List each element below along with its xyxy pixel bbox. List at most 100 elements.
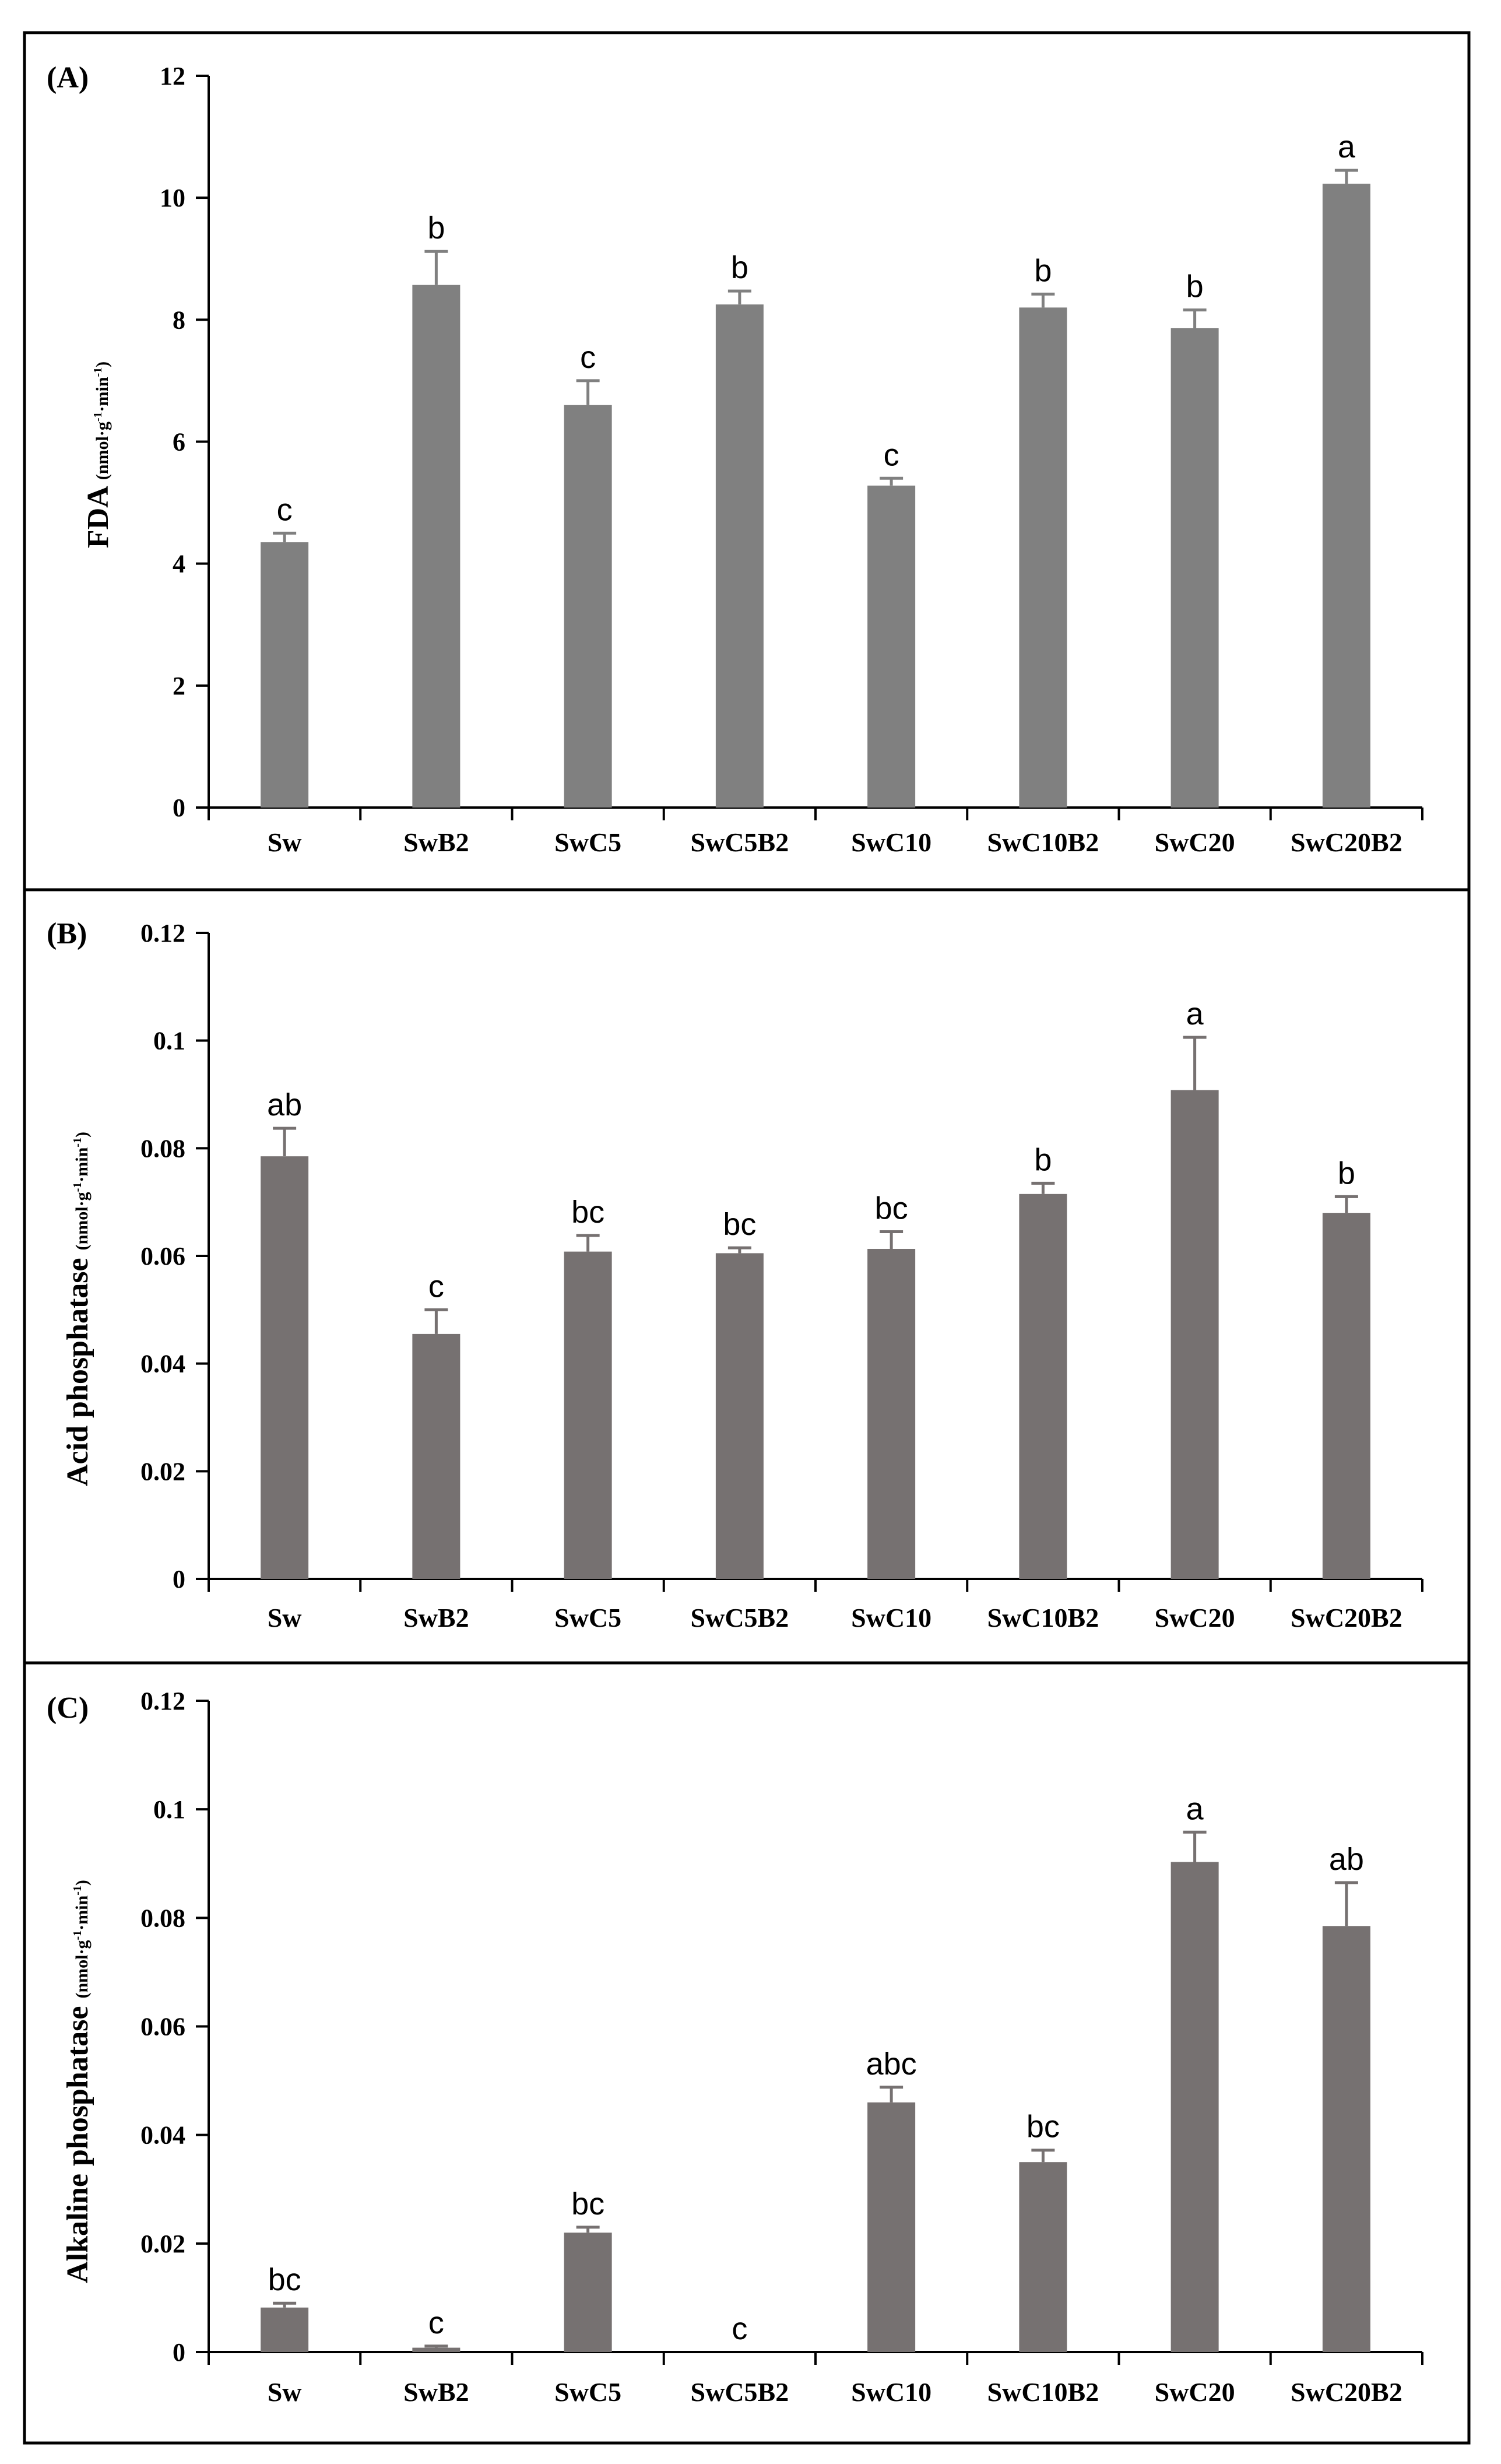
significance-label: bc (268, 2262, 301, 2297)
panel-c: (C) Alkaline phosphatase (nmol·g-1·min-1… (23, 1661, 1471, 2445)
x-tick-label: SwB2 (403, 1603, 469, 1633)
x-tick-label: Sw (268, 827, 302, 857)
x-tick-label: SwC10 (851, 827, 931, 857)
y-tick-label: 0.08 (140, 1904, 185, 1932)
panel-b: (B) Acid phosphatase (nmol·g-1·min-1) 0 0… (23, 888, 1471, 1665)
y-axis-title-main: FDA (82, 486, 115, 548)
y-tick-label: 0.02 (140, 2230, 185, 2258)
x-tick-label: SwC5 (554, 827, 621, 857)
bar-SwC5B2 (715, 304, 764, 808)
y-tick-label: 0 (173, 794, 185, 822)
y-axis-title: Alkaline phosphatase (nmol·g-1·min-1) (61, 1880, 94, 2283)
y-tick-label: 0 (173, 2338, 185, 2367)
panel-letter: (A) (47, 61, 89, 94)
significance-label: ab (1329, 1842, 1364, 1877)
bar-SwC5 (564, 1251, 612, 1579)
bar-SwC5 (564, 2233, 612, 2352)
x-tick-label: SwC10 (851, 2377, 931, 2407)
y-axis-title: Acid phosphatase (nmol·g-1·min-1) (61, 1132, 94, 1486)
panel-letter: (C) (47, 1691, 89, 1725)
x-tick-label: SwC5B2 (691, 2377, 789, 2407)
significance-label: a (1338, 129, 1356, 164)
x-tick-label: SwC10B2 (987, 827, 1099, 857)
x-tick-label: SwC5 (554, 1603, 621, 1633)
x-tick-label: SwC5B2 (691, 827, 789, 857)
y-tick-label: 0.04 (140, 1350, 185, 1378)
significance-label: b (1186, 269, 1204, 304)
significance-label: b (731, 250, 748, 285)
bar-SwC10 (867, 1248, 916, 1579)
significance-label: c (580, 340, 596, 375)
y-tick-label: 8 (173, 306, 185, 334)
y-tick-label: 0.1 (153, 1795, 185, 1824)
x-tick-label: SwC5B2 (691, 1603, 789, 1633)
x-tick-label: SwC20B2 (1291, 1603, 1402, 1633)
x-tick-label: SwB2 (403, 827, 469, 857)
bar-SwC20 (1170, 1862, 1219, 2352)
bar-Sw (261, 2307, 309, 2352)
bar-SwC10B2 (1019, 2162, 1067, 2352)
x-tick-label: Sw (268, 1603, 302, 1633)
bar-SwC20 (1170, 328, 1219, 808)
x-tick-label: SwC20 (1155, 1603, 1235, 1633)
bar-SwC10B2 (1019, 1194, 1067, 1579)
x-tick-label: SwC10B2 (987, 2377, 1099, 2407)
y-tick-label: 12 (160, 62, 185, 90)
y-tick-label: 2 (173, 672, 185, 700)
panel-letter: (B) (47, 917, 87, 950)
significance-label: b (1034, 253, 1052, 288)
bar-SwC20B2 (1322, 184, 1370, 808)
significance-label: bc (1027, 2110, 1060, 2144)
x-tick-label: SwC5 (554, 2377, 621, 2407)
bar-SwC10B2 (1019, 307, 1067, 808)
significance-label: b (1034, 1142, 1052, 1177)
x-tick-label: SwC20B2 (1291, 2377, 1402, 2407)
bar-Sw (261, 542, 309, 808)
significance-label: c (428, 2305, 444, 2340)
y-tick-label: 0.1 (153, 1027, 185, 1055)
significance-label: a (1186, 1791, 1204, 1826)
x-tick-label: SwB2 (403, 2377, 469, 2407)
significance-label: c (428, 1269, 444, 1304)
y-tick-label: 0 (173, 1565, 185, 1593)
bar-SwB2 (412, 1333, 461, 1579)
y-tick-label: 0.06 (140, 1242, 185, 1270)
y-tick-label: 0.08 (140, 1134, 185, 1163)
y-tick-label: 10 (160, 184, 185, 212)
y-axis-title-main: Acid phosphatase (61, 1258, 94, 1486)
bar-SwB2 (412, 285, 461, 808)
significance-label: b (1338, 1156, 1355, 1191)
panel-a: (A) FDA (nmol·g-1·min-1) 024681012cSwbSw… (23, 31, 1471, 891)
significance-label: c (884, 437, 899, 472)
x-tick-label: SwC20 (1155, 2377, 1235, 2407)
plot-area: 00.020.040.060.080.10.12abSwcSwB2bcSwC5b… (140, 919, 1423, 1633)
x-tick-label: SwC10 (851, 1603, 931, 1633)
bar-SwC5B2 (715, 1253, 764, 1579)
y-tick-label: 6 (173, 428, 185, 457)
significance-label: ab (267, 1087, 302, 1122)
significance-label: a (1186, 996, 1204, 1031)
y-tick-label: 0.12 (140, 919, 185, 947)
plot-area: 0 0.02 0.04 0.06 0.08 0.1 0.12 bc Sw c SwB2 bc SwC5 c… (140, 1687, 1423, 2407)
y-tick-label: 4 (173, 550, 185, 578)
y-tick-label: 0.02 (140, 1457, 185, 1486)
significance-label: bc (875, 1191, 908, 1226)
significance-label: b (427, 210, 445, 245)
x-tick-label: SwC20B2 (1291, 827, 1402, 857)
bar-Sw (261, 1156, 309, 1579)
x-tick-label: Sw (268, 2377, 302, 2407)
significance-label: abc (866, 2047, 917, 2082)
y-axis-title-main: Alkaline phosphatase (61, 2006, 94, 2283)
bar-SwB2 (412, 2347, 461, 2352)
y-tick-label: 0.04 (140, 2121, 185, 2150)
significance-label: c (277, 492, 293, 527)
bar-SwC20 (1170, 1090, 1219, 1579)
bar-SwC20B2 (1322, 1213, 1370, 1579)
bar-SwC10 (867, 485, 916, 808)
bar-SwC10 (867, 2102, 916, 2352)
significance-label: bc (723, 1207, 756, 1242)
x-tick-label: SwC10B2 (987, 1603, 1099, 1633)
bar-SwC5 (564, 405, 612, 808)
significance-label: bc (571, 2186, 604, 2221)
